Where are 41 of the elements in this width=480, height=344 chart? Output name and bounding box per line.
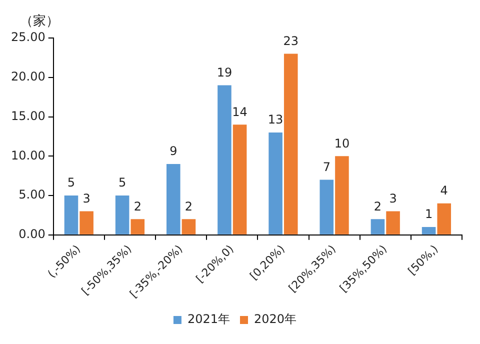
bar: [130, 219, 145, 234]
bar: [320, 180, 334, 234]
data-label: 1: [424, 207, 433, 222]
legend-label: 2021年: [187, 312, 230, 326]
y-tick-label: 0.00: [18, 227, 46, 242]
bar: [437, 203, 452, 234]
data-label: 2: [374, 199, 382, 214]
bar: [80, 211, 94, 234]
data-label: 10: [334, 136, 350, 150]
y-tick-label: 5.00: [18, 188, 46, 202]
bar: [370, 219, 385, 234]
data-label: 5: [67, 176, 76, 190]
data-label: 14: [232, 104, 248, 119]
data-label: 3: [82, 191, 90, 206]
bar: [284, 54, 298, 234]
legend-label: 2020年: [254, 312, 297, 326]
y-axis-title: （家）: [20, 13, 59, 30]
data-label: 23: [283, 34, 299, 48]
data-label: 7: [322, 160, 330, 174]
data-label: 3: [389, 191, 397, 206]
bar: [268, 132, 282, 234]
bar: [422, 227, 436, 234]
bar: [115, 196, 130, 234]
data-label: 4: [440, 184, 448, 198]
bar: [386, 211, 400, 234]
bar: [166, 164, 180, 234]
y-tick-label: 15.00: [10, 108, 46, 123]
bar: [64, 196, 78, 234]
bar: [335, 156, 349, 234]
bar: [218, 85, 232, 234]
data-label: 2: [134, 199, 142, 214]
bar: [182, 219, 196, 234]
data-label: 9: [170, 144, 178, 158]
y-tick-label: 25.00: [10, 30, 46, 44]
data-label: 5: [118, 176, 126, 190]
y-tick-label: 10.00: [10, 148, 46, 162]
data-label: 13: [268, 112, 284, 127]
data-label: 2: [184, 199, 193, 214]
y-tick-label: 20.00: [10, 70, 46, 84]
data-label: 19: [216, 65, 232, 80]
bar: [232, 124, 247, 234]
